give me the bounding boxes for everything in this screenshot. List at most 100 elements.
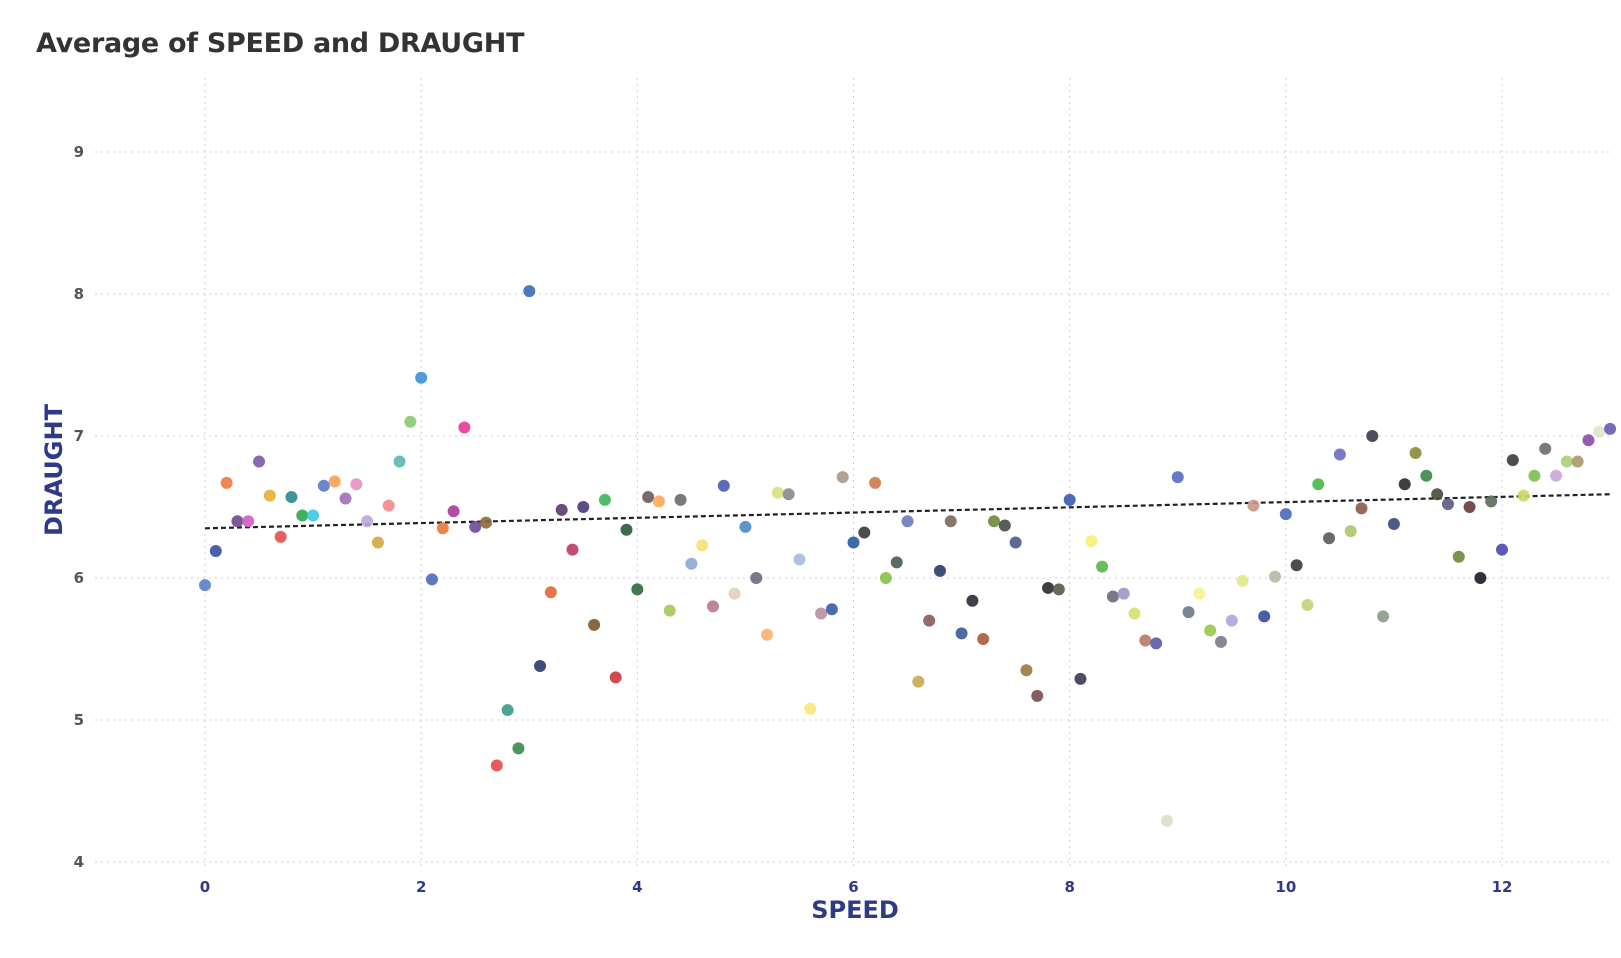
data-point[interactable] (1377, 610, 1390, 623)
data-point[interactable] (501, 704, 514, 717)
data-point[interactable] (955, 627, 968, 640)
data-point[interactable] (1182, 606, 1195, 619)
data-point[interactable] (793, 553, 806, 566)
data-point[interactable] (933, 564, 946, 577)
data-point[interactable] (1431, 488, 1444, 501)
data-point[interactable] (361, 515, 374, 528)
data-point[interactable] (1474, 572, 1487, 584)
data-point[interactable] (728, 587, 741, 600)
data-point[interactable] (825, 603, 838, 616)
data-point[interactable] (1160, 814, 1173, 827)
data-point[interactable] (1485, 495, 1498, 508)
data-point[interactable] (998, 519, 1011, 532)
data-point[interactable] (1539, 442, 1552, 455)
data-point[interactable] (642, 491, 655, 504)
data-point[interactable] (1074, 672, 1087, 685)
data-point[interactable] (1528, 469, 1541, 482)
data-point[interactable] (674, 493, 687, 506)
data-point[interactable] (328, 475, 341, 488)
data-point[interactable] (620, 523, 633, 536)
data-point[interactable] (544, 586, 557, 599)
data-point[interactable] (1506, 454, 1519, 467)
data-point[interactable] (663, 604, 676, 617)
data-point[interactable] (815, 607, 828, 620)
data-point[interactable] (1366, 430, 1379, 442)
data-point[interactable] (1269, 570, 1282, 583)
data-point[interactable] (761, 628, 774, 641)
data-point[interactable] (879, 572, 892, 584)
data-point[interactable] (1106, 590, 1119, 603)
data-point[interactable] (847, 536, 860, 549)
data-point[interactable] (1020, 664, 1033, 677)
data-point[interactable] (739, 520, 752, 533)
data-point[interactable] (285, 491, 298, 504)
data-point[interactable] (425, 573, 438, 586)
data-point[interactable] (1387, 518, 1400, 531)
data-point[interactable] (912, 675, 925, 688)
data-point[interactable] (480, 516, 493, 529)
data-point[interactable] (1247, 499, 1260, 512)
data-point[interactable] (588, 618, 601, 631)
data-point[interactable] (371, 536, 384, 549)
data-point[interactable] (1236, 574, 1249, 587)
data-point[interactable] (1214, 635, 1227, 648)
data-point[interactable] (1593, 425, 1606, 438)
data-point[interactable] (447, 505, 460, 518)
data-point[interactable] (1571, 455, 1584, 468)
data-point[interactable] (199, 579, 211, 592)
data-point[interactable] (988, 515, 1001, 528)
data-point[interactable] (685, 557, 698, 570)
data-point[interactable] (1204, 624, 1217, 637)
data-point[interactable] (296, 509, 309, 522)
data-point[interactable] (1085, 535, 1098, 548)
data-point[interactable] (253, 455, 266, 468)
data-point[interactable] (231, 515, 244, 528)
data-point[interactable] (339, 492, 352, 505)
data-point[interactable] (469, 520, 482, 533)
data-point[interactable] (1409, 447, 1422, 460)
data-point[interactable] (1096, 560, 1109, 573)
data-point[interactable] (566, 543, 579, 556)
data-point[interactable] (836, 471, 849, 484)
data-point[interactable] (1258, 610, 1271, 623)
data-point[interactable] (1560, 455, 1573, 468)
data-point[interactable] (1323, 532, 1336, 545)
data-point[interactable] (490, 759, 503, 772)
data-point[interactable] (1052, 583, 1065, 596)
data-point[interactable] (1452, 550, 1465, 563)
data-point[interactable] (1128, 607, 1141, 620)
data-point[interactable] (1463, 501, 1476, 513)
data-point[interactable] (1604, 422, 1617, 435)
data-point[interactable] (858, 526, 871, 539)
data-point[interactable] (750, 572, 763, 584)
data-point[interactable] (944, 515, 957, 528)
data-point[interactable] (220, 476, 233, 489)
data-point[interactable] (1063, 493, 1076, 506)
data-point[interactable] (458, 421, 471, 434)
data-point[interactable] (534, 660, 547, 673)
data-point[interactable] (631, 583, 644, 596)
data-point[interactable] (555, 503, 568, 516)
data-point[interactable] (890, 556, 903, 569)
data-point[interactable] (966, 594, 979, 607)
data-point[interactable] (609, 671, 622, 684)
data-point[interactable] (923, 614, 936, 627)
data-point[interactable] (577, 501, 590, 513)
data-point[interactable] (1150, 637, 1163, 650)
data-point[interactable] (523, 285, 536, 298)
data-point[interactable] (1009, 536, 1022, 549)
data-point[interactable] (1031, 689, 1044, 702)
data-point[interactable] (804, 702, 817, 715)
data-point[interactable] (350, 478, 363, 491)
data-point[interactable] (415, 371, 428, 384)
data-point[interactable] (1193, 587, 1206, 600)
data-point[interactable] (209, 545, 222, 558)
data-point[interactable] (706, 600, 719, 613)
data-point[interactable] (771, 486, 784, 499)
data-point[interactable] (1042, 581, 1055, 594)
data-point[interactable] (307, 509, 320, 522)
data-point[interactable] (393, 455, 406, 468)
data-point[interactable] (512, 742, 525, 755)
data-point[interactable] (696, 539, 709, 552)
data-point[interactable] (598, 493, 611, 506)
